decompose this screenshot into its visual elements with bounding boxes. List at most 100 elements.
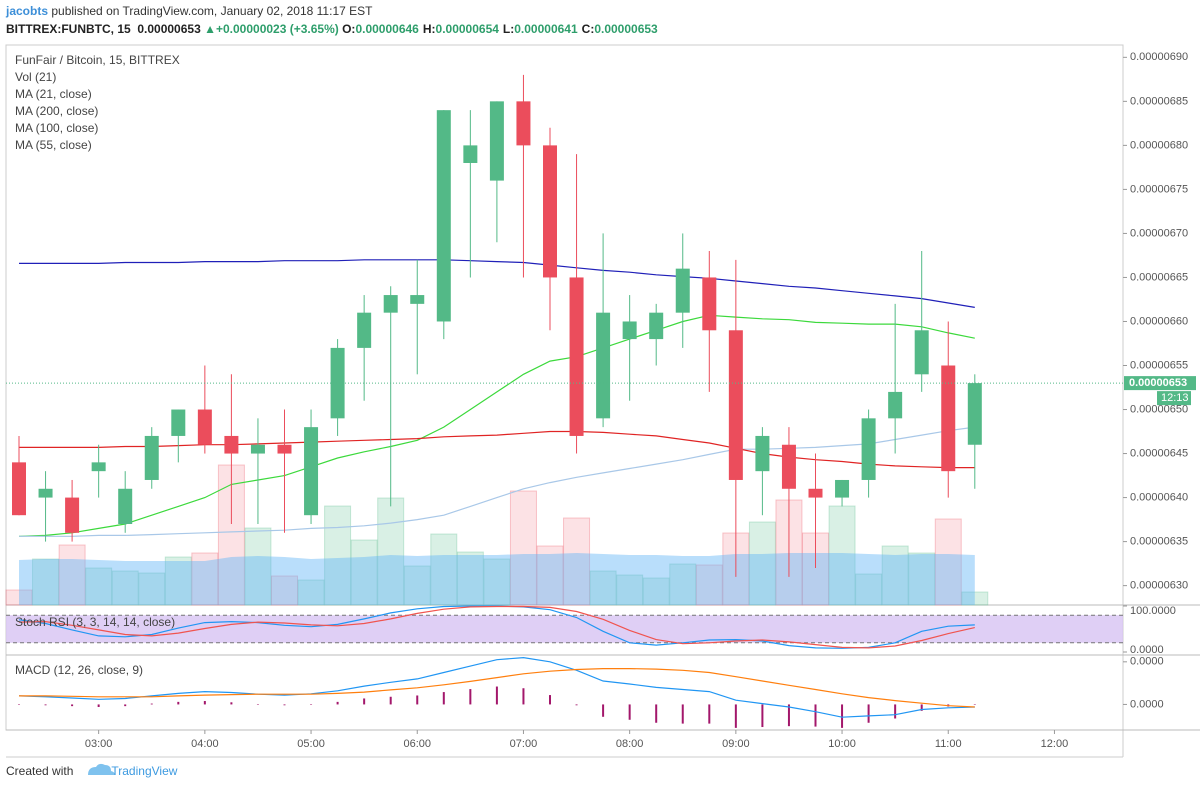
macd-histogram: [71, 704, 74, 707]
y-tick-label: 0.00000655: [1130, 359, 1188, 371]
candle-body: [967, 383, 982, 445]
countdown-box: [1157, 391, 1191, 406]
volume-bar: [32, 558, 60, 606]
symbol-line: BITTREX:FUNBTC, 15 0.00000653 ▲+0.000000…: [6, 22, 662, 36]
volume-bar: [908, 552, 936, 606]
ohlc-key: O:: [342, 22, 356, 36]
y-tick-label: 0.00000645: [1130, 447, 1188, 459]
macd-histogram: [734, 704, 737, 728]
y-tick-label: 0.00000660: [1130, 315, 1188, 327]
candle-body: [914, 330, 929, 375]
y-tick-label: 0.00000640: [1130, 491, 1188, 503]
countdown: 12:13: [1161, 392, 1189, 404]
brand[interactable]: TradingView: [111, 764, 178, 778]
macd-histogram: [310, 704, 313, 705]
ohlc: O:0.00000646 H:0.00000654 L:0.00000641 C:0.…: [342, 22, 662, 36]
x-tick-label: 12:00: [1041, 738, 1069, 750]
macd-histogram: [97, 704, 100, 707]
candle-body: [489, 101, 504, 181]
last-price-label: 0.00000653: [1129, 377, 1187, 389]
y-tick-label: 0.00000635: [1130, 536, 1188, 548]
volume-bar: [350, 539, 378, 606]
candle-body: [330, 347, 345, 419]
volume-bar: [85, 567, 113, 606]
ohlc-value: 0.00000653: [594, 22, 658, 36]
stoch-line: [18, 605, 975, 649]
candle-body: [569, 277, 584, 436]
macd-histogram: [44, 704, 47, 706]
chart-title: FunFair / Bitcoin, 15, BITTREX: [15, 53, 180, 67]
legend-entry: MA (55, close): [15, 138, 92, 152]
candle-body: [835, 479, 850, 498]
candle-body: [728, 330, 743, 480]
volume-bar: [138, 572, 166, 606]
volume-bar: [191, 552, 219, 606]
macd-histogram: [389, 696, 392, 705]
macd-histogram: [18, 704, 20, 705]
candle-body: [357, 312, 372, 348]
volume-bar: [297, 579, 325, 606]
volume-bar: [881, 545, 909, 606]
volume-bar: [642, 577, 670, 606]
macd-histogram: [841, 704, 844, 728]
candle-body: [91, 462, 106, 472]
macd-histogram: [814, 704, 817, 727]
candle-body: [277, 444, 292, 454]
y-tick-label: 0.0000: [1130, 698, 1164, 710]
published: published on TradingView.com, January 02…: [51, 4, 373, 18]
x-tick-label: 06:00: [403, 738, 431, 750]
volume-bar: [271, 575, 298, 606]
moving-average: [18, 314, 975, 537]
volume-bar: [669, 563, 697, 606]
macd-histogram: [124, 704, 127, 707]
macd-line: [19, 668, 975, 708]
plot-layer: 0.00000630 0.00000635 0.00000640 0.00000645…: [5, 51, 1196, 750]
y-tick-label: 0.0000: [1130, 656, 1164, 668]
volume-bar: [695, 564, 723, 606]
macd-histogram: [177, 701, 180, 705]
macd-histogram: [655, 704, 658, 723]
author: jacobts: [6, 4, 49, 18]
volume-bar: [483, 558, 511, 606]
x-tick-label: 10:00: [828, 738, 856, 750]
candle-body: [463, 145, 478, 163]
candle-body: [38, 488, 53, 498]
volume-bar: [934, 518, 962, 606]
x-tick-label: 05:00: [297, 738, 325, 750]
y-tick-label: 0.00000630: [1130, 580, 1188, 592]
legend-entry: MA (21, close): [15, 87, 92, 101]
macd-histogram: [761, 704, 764, 728]
volume-bar: [616, 574, 644, 606]
footer: Created with TradingView: [6, 764, 177, 778]
ohlc-value: 0.00000641: [514, 22, 578, 36]
ohlc-key: H:: [422, 22, 436, 36]
volume-bar: [324, 505, 352, 606]
volume-bar: [961, 591, 989, 606]
candle-body: [941, 365, 956, 472]
macd-histogram: [575, 704, 578, 706]
macd-histogram: [230, 702, 233, 705]
candle-body: [781, 444, 796, 489]
change: +0.00000023 (+3.65%): [215, 22, 339, 36]
logo: [88, 763, 115, 775]
candle-body: [224, 435, 239, 454]
macd-histogram: [442, 692, 445, 705]
macd-histogram: [522, 688, 525, 705]
x-tick-label: 03:00: [85, 738, 113, 750]
candle-body: [118, 488, 133, 524]
volume-bar: [111, 570, 139, 606]
moving-average: [19, 426, 975, 537]
volume-bar: [855, 573, 883, 606]
candle-body: [861, 418, 876, 480]
macd-histogram: [628, 704, 631, 720]
candle-body: [197, 409, 212, 445]
created: Created with: [6, 764, 74, 778]
volume-bar: [5, 589, 33, 606]
volume-bar: [164, 556, 192, 606]
volume-bar: [748, 521, 776, 606]
volume-bar: [563, 517, 591, 606]
y-tick-label: 0.00000670: [1130, 227, 1188, 239]
y-tick-label: 0.00000685: [1130, 95, 1188, 107]
